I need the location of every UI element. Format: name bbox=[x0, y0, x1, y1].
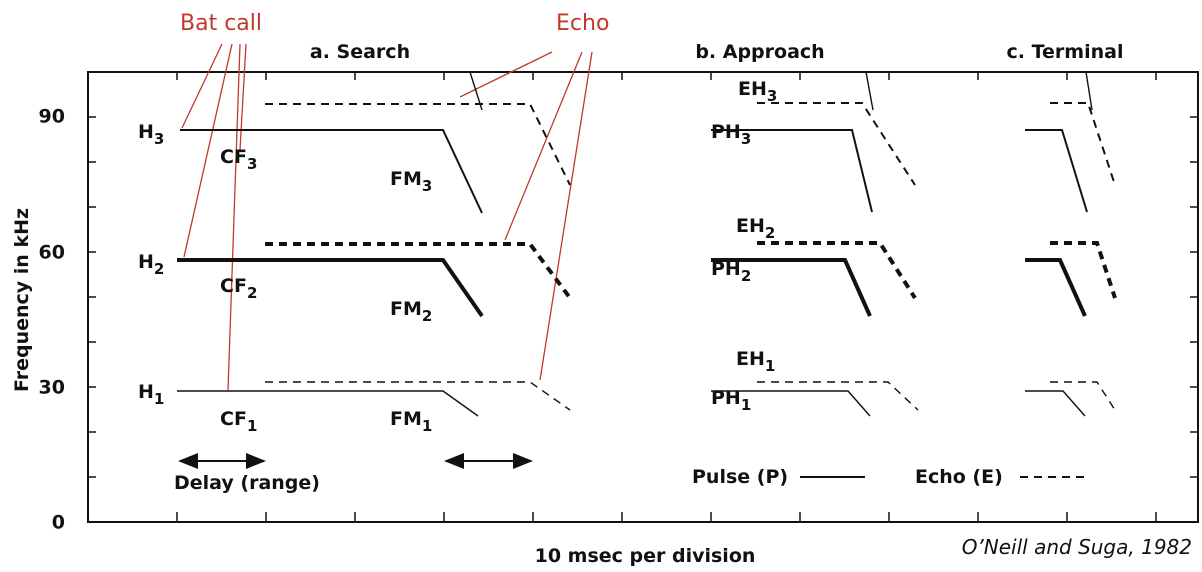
label-subscript: 1 bbox=[247, 417, 257, 435]
label-base: FM bbox=[390, 168, 422, 190]
trace-label: PH3 bbox=[711, 121, 751, 148]
credit: O’Neill and Suga, 1982 bbox=[962, 535, 1192, 559]
y-tick-label: 60 bbox=[39, 242, 65, 264]
label-subscript: 1 bbox=[741, 396, 751, 414]
trace-label: H3 bbox=[138, 121, 164, 148]
label-base: EH bbox=[736, 215, 765, 237]
label-base: CF bbox=[220, 146, 247, 168]
panel-title: c. Terminal bbox=[1007, 41, 1124, 63]
label-subscript: 2 bbox=[422, 307, 432, 325]
trace-label: CF1 bbox=[220, 408, 257, 435]
trace-label: H1 bbox=[138, 381, 164, 408]
label-subscript: 1 bbox=[422, 417, 432, 435]
label-subscript: 2 bbox=[154, 260, 164, 278]
trace-label: H2 bbox=[138, 251, 164, 278]
trace-label: FM3 bbox=[390, 168, 432, 195]
panel-title: b. Approach bbox=[695, 41, 824, 63]
trace-label: CF3 bbox=[220, 146, 257, 173]
annotation-lines bbox=[181, 43, 593, 391]
trace-label: FM1 bbox=[390, 408, 432, 435]
label-subscript: 1 bbox=[154, 390, 164, 408]
traces bbox=[177, 71, 1117, 417]
y-tick-label: 90 bbox=[39, 106, 65, 128]
label-base: H bbox=[138, 121, 154, 143]
label-base: EH bbox=[738, 78, 767, 100]
label-subscript: 2 bbox=[765, 224, 775, 242]
label-base: H bbox=[138, 381, 154, 403]
bat-call-label: Bat call bbox=[180, 11, 262, 36]
echo-label: Echo bbox=[556, 11, 609, 36]
label-subscript: 2 bbox=[741, 267, 751, 285]
delay-label: Delay (range) bbox=[174, 472, 320, 494]
label-base: CF bbox=[220, 408, 247, 430]
x-axis-label: 10 msec per division bbox=[535, 545, 756, 567]
trace-label: EH2 bbox=[736, 215, 775, 242]
label-base: CF bbox=[220, 275, 247, 297]
label-base: H bbox=[138, 251, 154, 273]
label-base: FM bbox=[390, 298, 422, 320]
label-base: PH bbox=[711, 258, 741, 280]
label-subscript: 1 bbox=[765, 357, 775, 375]
y-tick-label: 0 bbox=[52, 512, 65, 534]
legend-pulse: Pulse (P) bbox=[692, 466, 788, 488]
trace-label: EH3 bbox=[738, 78, 777, 105]
label-subscript: 3 bbox=[154, 130, 164, 148]
label-subscript: 3 bbox=[767, 87, 777, 105]
y-axis-label: Frequency in kHz bbox=[11, 208, 33, 392]
trace-label: PH2 bbox=[711, 258, 751, 285]
label-base: PH bbox=[711, 387, 741, 409]
trace-label: PH1 bbox=[711, 387, 751, 414]
label-base: FM bbox=[390, 408, 422, 430]
y-tick-label: 30 bbox=[39, 377, 65, 399]
trace-label: EH1 bbox=[736, 348, 775, 375]
label-subscript: 3 bbox=[247, 155, 257, 173]
trace-label: CF2 bbox=[220, 275, 257, 302]
panel-title: a. Search bbox=[310, 41, 410, 63]
label-subscript: 2 bbox=[247, 284, 257, 302]
legend-echo: Echo (E) bbox=[915, 466, 1003, 488]
frame bbox=[87, 71, 1199, 523]
label-base: EH bbox=[736, 348, 765, 370]
trace-label: FM2 bbox=[390, 298, 432, 325]
label-subscript: 3 bbox=[741, 130, 751, 148]
label-base: PH bbox=[711, 121, 741, 143]
label-subscript: 3 bbox=[422, 177, 432, 195]
